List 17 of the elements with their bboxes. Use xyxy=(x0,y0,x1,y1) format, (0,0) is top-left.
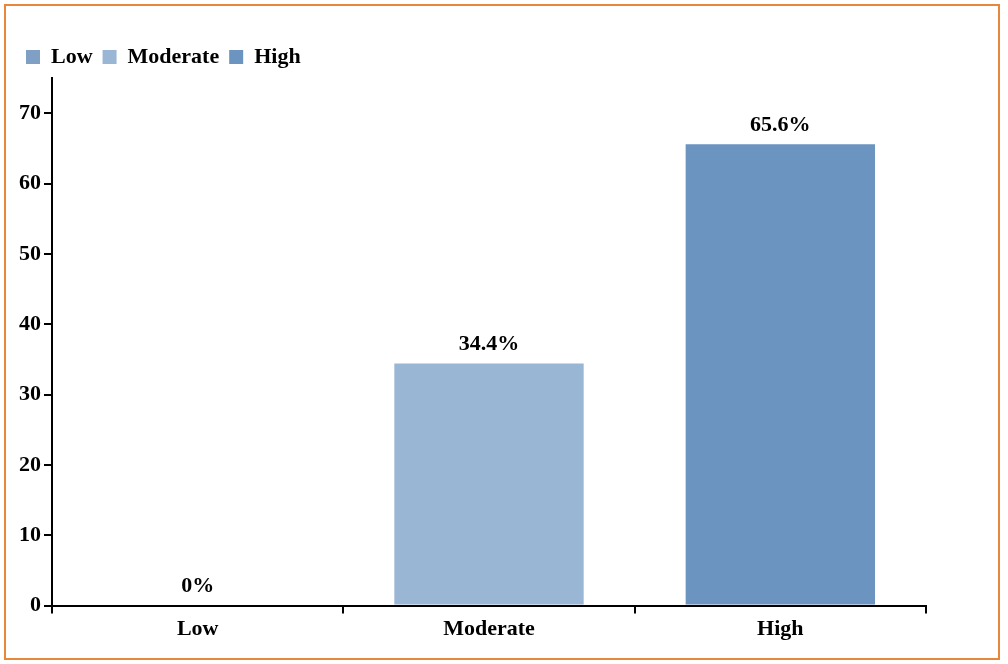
y-tick-label: 0 xyxy=(30,591,41,617)
y-tick-label: 20 xyxy=(19,450,41,476)
y-tick-label: 40 xyxy=(19,309,41,335)
y-tick-label: 70 xyxy=(19,98,41,124)
x-tick-label: Low xyxy=(176,615,219,641)
legend-label: High xyxy=(254,42,301,68)
y-tick-label: 60 xyxy=(19,169,41,195)
x-tick-label: High xyxy=(757,615,804,641)
x-tick-label: Moderate xyxy=(443,615,536,641)
data-label: 34.4% xyxy=(458,330,520,356)
data-label: 0% xyxy=(181,572,215,598)
y-tick-label: 10 xyxy=(19,520,41,546)
y-tick-label: 50 xyxy=(19,239,41,265)
legend-label: Low xyxy=(51,42,93,68)
legend-label: Moderate xyxy=(127,42,220,68)
y-tick-label: 30 xyxy=(19,380,41,406)
data-label: 65.6% xyxy=(750,110,811,136)
